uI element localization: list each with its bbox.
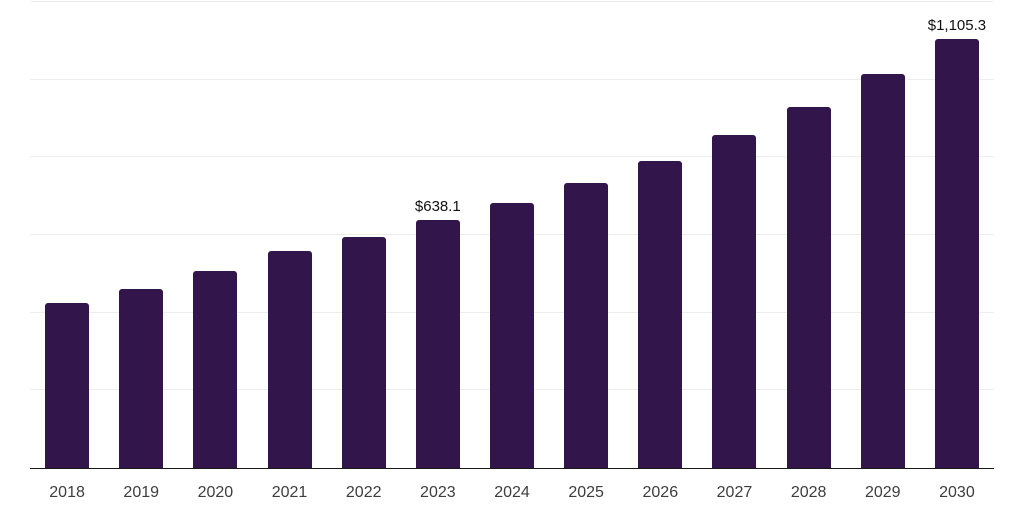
x-tick-2020: 2020 (197, 484, 234, 501)
bar-2028 (786, 106, 831, 468)
bar-2018 (45, 302, 90, 468)
gridline-800 (30, 156, 994, 158)
bar-2023: $638.1 (415, 198, 461, 468)
x-tick-2027: 2027 (716, 484, 753, 501)
bar-2021 (267, 250, 312, 468)
gridline-1000 (30, 78, 994, 80)
x-tick-2024: 2024 (494, 484, 530, 501)
bar-2024 (490, 203, 534, 468)
bar-value-label-2023: $638.1 (414, 198, 461, 216)
bar-2019 (119, 288, 164, 468)
bar-value-label-2030: $1,105.3 (927, 16, 987, 34)
x-tick-2018: 2018 (49, 484, 85, 501)
bar-2026 (638, 160, 683, 468)
plot-area: $638.1 $1,105.3 (30, 1, 994, 469)
x-tick-2028: 2028 (790, 484, 827, 501)
bar-2027 (712, 135, 757, 468)
x-tick-2022: 2022 (345, 484, 382, 501)
bar-2030: $1,105.3 (928, 17, 986, 468)
bar-2022 (341, 236, 386, 468)
x-tick-2023: 2023 (420, 484, 456, 501)
x-axis-labels: 2018 2019 2020 2021 2022 2023 2024 2025 2026 2027… (30, 484, 994, 506)
x-tick-2025: 2025 (568, 484, 604, 501)
x-tick-2019: 2019 (123, 484, 160, 501)
x-tick-2026: 2026 (642, 484, 679, 501)
x-tick-2030: 2030 (939, 484, 975, 501)
bar-2020 (193, 271, 238, 468)
bar-2029 (860, 73, 905, 468)
gridline-1200 (30, 1, 994, 2)
x-tick-2021: 2021 (271, 484, 308, 501)
x-tick-2029: 2029 (864, 484, 901, 501)
bar-2025 (564, 182, 609, 468)
